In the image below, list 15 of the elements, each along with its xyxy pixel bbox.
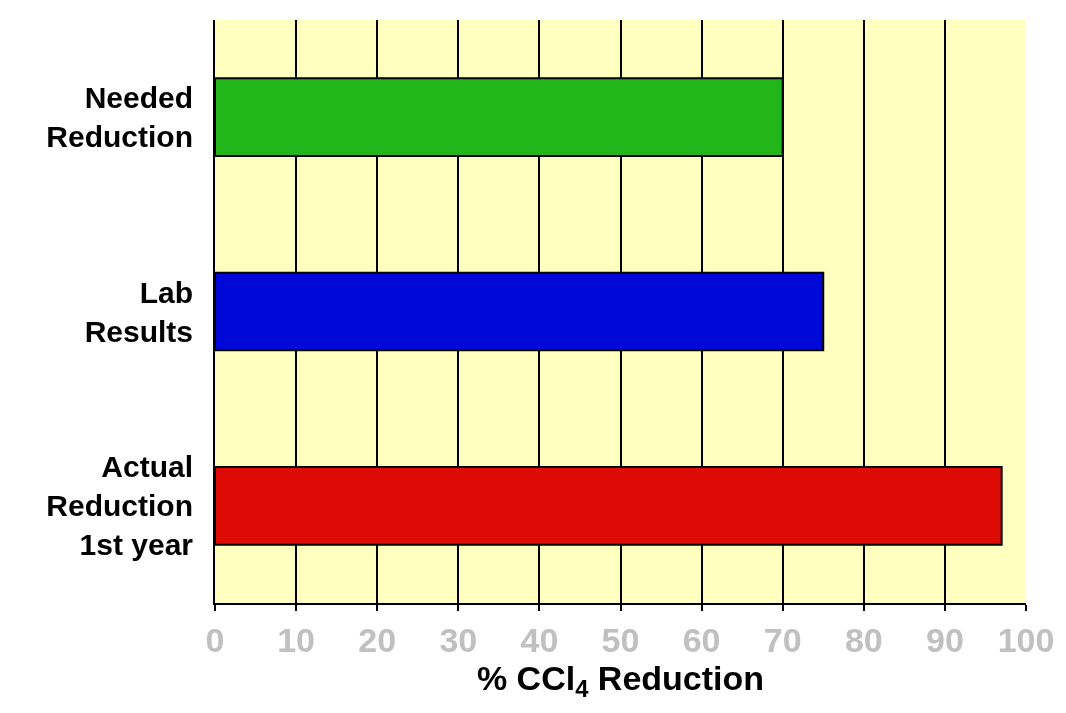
y-tick-label: Lab Results [84, 275, 193, 348]
y-tick-label: Needed Reduction [46, 81, 193, 154]
x-tick-label: 100 [997, 620, 1055, 659]
x-tick-label: 90 [925, 620, 964, 659]
y-tick-label: Actual Reduction 1st year [46, 450, 194, 562]
x-axis-title: % CCl$_{4}$ Reduction [476, 658, 765, 702]
x-tick-label: 80 [844, 620, 883, 659]
x-tick-label: 0 [205, 620, 225, 659]
x-tick-label: 60 [682, 620, 721, 659]
x-tick-label: 40 [520, 620, 559, 659]
x-tick-label: 30 [439, 620, 478, 659]
x-tick-label: 10 [277, 620, 316, 659]
x-tick-label: 70 [763, 620, 802, 659]
x-tick-label: 50 [601, 620, 640, 659]
x-tick-label: 20 [358, 620, 397, 659]
